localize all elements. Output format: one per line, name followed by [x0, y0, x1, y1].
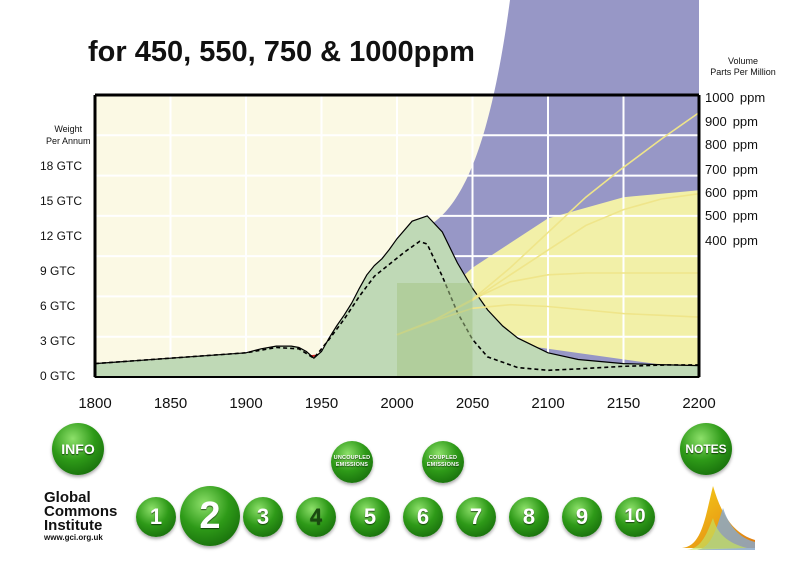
step-button-label: 3 — [256, 504, 270, 529]
x-tick-1900: 1900 — [229, 395, 263, 412]
series-line-3 — [94, 240, 699, 372]
right-tick-500: 500 ppm — [705, 208, 758, 223]
step-button-9[interactable]: 9 — [562, 497, 602, 537]
left-axis-title: Weight Per Annum — [46, 123, 91, 147]
step-button-4[interactable]: 4 — [296, 497, 336, 537]
right-tick-value: 1000 — [705, 90, 734, 105]
org-url[interactable]: www.gci.org.uk — [44, 533, 103, 542]
step-button-2[interactable]: 2 — [180, 486, 240, 546]
right-tick-unit: ppm — [732, 162, 758, 177]
right-tick-unit: ppm — [732, 137, 758, 152]
right-tick-value: 500 — [705, 208, 727, 223]
right-tick-1000: 1000 ppm — [705, 90, 765, 105]
info-button-label: INFO — [61, 441, 95, 457]
right-tick-value: 400 — [705, 233, 727, 248]
y-tick-12: 12 GTC — [40, 229, 83, 243]
y-tick-9: 9 GTC — [40, 264, 76, 278]
uncoupled-emissions-button[interactable]: UNCOUPLED EMISSIONS — [331, 441, 373, 483]
notes-button[interactable]: NOTES — [680, 423, 732, 475]
step-button-label: 9 — [575, 504, 589, 529]
right-tick-value: 700 — [705, 162, 727, 177]
right-tick-unit: ppm — [739, 90, 766, 105]
right-axis-title-line1: Volume — [727, 56, 759, 66]
gci-logo-text: Global Commons Institute www.gci.org.uk — [44, 489, 118, 543]
y-tick-18: 18 GTC — [40, 159, 83, 173]
notes-button-label: NOTES — [685, 442, 727, 456]
step-button-label: 5 — [363, 504, 377, 529]
step-button-label: 4 — [309, 504, 323, 529]
coupled-label-line1: COUPLED — [428, 455, 458, 461]
left-axis-title-line1: Weight — [54, 124, 83, 134]
x-tick-2200: 2200 — [682, 395, 716, 412]
org-line3: Institute — [44, 517, 103, 534]
coupled-label-line2: EMISSIONS — [426, 462, 460, 468]
step-button-label: 2 — [199, 495, 221, 537]
step-button-3[interactable]: 3 — [243, 497, 283, 537]
uncoupled-label-line2: EMISSIONS — [335, 462, 369, 468]
x-tick-2150: 2150 — [606, 395, 641, 412]
right-tick-value: 900 — [705, 114, 727, 129]
y-tick-0: 0 GTC — [40, 369, 76, 383]
right-axis-title: Volume Parts Per Million — [698, 56, 788, 78]
right-tick-value: 800 — [705, 137, 727, 152]
org-line1: Global — [44, 489, 91, 506]
left-axis-title-line2: Per Annum — [46, 136, 91, 146]
right-tick-400: 400 ppm — [705, 233, 758, 248]
x-tick-2100: 2100 — [531, 395, 565, 412]
coupled-emissions-button[interactable]: COUPLED EMISSIONS — [422, 441, 464, 483]
org-line2: Commons — [44, 503, 118, 520]
y-tick-6: 6 GTC — [40, 299, 76, 313]
step-button-label: 7 — [469, 504, 483, 529]
step-button-1[interactable]: 1 — [136, 497, 176, 537]
future-emissions-shade — [397, 283, 473, 377]
uncoupled-label-line1: UNCOUPLED — [333, 455, 371, 461]
right-tick-unit: ppm — [732, 185, 758, 200]
right-tick-900: 900 ppm — [705, 114, 758, 129]
step-button-8[interactable]: 8 — [509, 497, 549, 537]
right-tick-700: 700 ppm — [705, 162, 758, 177]
step-button-6[interactable]: 6 — [403, 497, 443, 537]
x-tick-1850: 1850 — [153, 395, 188, 412]
right-axis-title-line2: Parts Per Million — [710, 67, 776, 77]
right-tick-unit: ppm — [732, 208, 758, 223]
right-tick-unit: ppm — [732, 233, 758, 248]
y-tick-15: 15 GTC — [40, 194, 83, 208]
y-tick-3: 3 GTC — [40, 334, 76, 348]
gci-logo-icon — [682, 486, 755, 550]
right-tick-800: 800 ppm — [705, 137, 758, 152]
x-tick-1950: 1950 — [304, 395, 339, 412]
step-button-label: 10 — [624, 506, 646, 527]
right-tick-600: 600 ppm — [705, 185, 758, 200]
x-tick-2000: 2000 — [380, 395, 414, 412]
right-tick-unit: ppm — [732, 114, 758, 129]
step-button-label: 6 — [416, 504, 430, 529]
x-tick-2050: 2050 — [455, 395, 490, 412]
info-button[interactable]: INFO — [52, 423, 104, 475]
step-button-10[interactable]: 10 — [615, 497, 655, 537]
step-button-label: 1 — [149, 504, 163, 529]
right-tick-value: 600 — [705, 185, 727, 200]
step-button-7[interactable]: 7 — [456, 497, 496, 537]
step-button-5[interactable]: 5 — [350, 497, 390, 537]
x-tick-1800: 1800 — [78, 395, 112, 412]
chart-title: for 450, 550, 750 & 1000ppm — [88, 36, 475, 68]
step-button-label: 8 — [522, 504, 536, 529]
